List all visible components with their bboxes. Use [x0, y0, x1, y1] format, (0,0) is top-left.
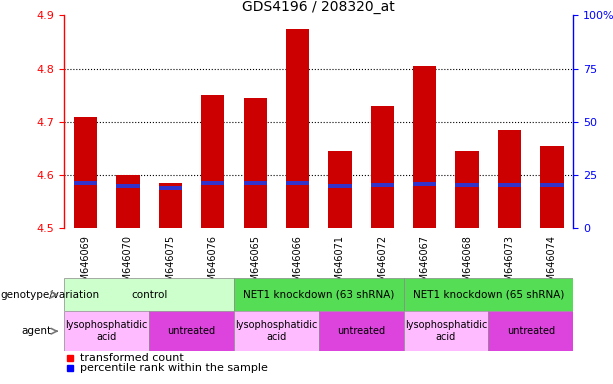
Text: untreated: untreated — [167, 326, 216, 336]
Bar — [286, 180, 309, 185]
Bar — [329, 151, 352, 228]
Text: genotype/variation: genotype/variation — [0, 290, 99, 300]
Bar — [498, 183, 521, 187]
Bar — [498, 130, 521, 228]
Bar — [159, 186, 182, 190]
Bar — [286, 29, 309, 228]
Bar — [403, 311, 489, 351]
Text: transformed count: transformed count — [80, 353, 183, 363]
Bar — [329, 184, 352, 188]
Bar — [116, 184, 140, 188]
Bar — [413, 182, 436, 186]
Bar — [243, 180, 267, 185]
Text: lysophosphatidic
acid: lysophosphatidic acid — [405, 320, 487, 342]
Bar — [116, 175, 140, 228]
Bar — [371, 183, 394, 187]
Bar — [455, 151, 479, 228]
Bar — [74, 180, 97, 185]
Bar — [243, 98, 267, 228]
Text: lysophosphatidic
acid: lysophosphatidic acid — [235, 320, 318, 342]
Bar — [540, 146, 563, 228]
Bar — [149, 311, 234, 351]
Bar — [64, 311, 149, 351]
Bar — [403, 278, 573, 311]
Bar — [371, 106, 394, 228]
Text: NET1 knockdown (65 shRNA): NET1 knockdown (65 shRNA) — [413, 290, 564, 300]
Bar — [234, 311, 319, 351]
Bar — [319, 311, 403, 351]
Bar — [159, 183, 182, 228]
Title: GDS4196 / 208320_at: GDS4196 / 208320_at — [242, 0, 395, 14]
Bar — [201, 180, 224, 185]
Bar — [413, 66, 436, 228]
Text: untreated: untreated — [507, 326, 555, 336]
Text: control: control — [131, 290, 167, 300]
Bar — [234, 278, 403, 311]
Bar — [64, 278, 234, 311]
Bar — [455, 183, 479, 187]
Text: untreated: untreated — [337, 326, 385, 336]
Text: lysophosphatidic
acid: lysophosphatidic acid — [66, 320, 148, 342]
Text: NET1 knockdown (63 shRNA): NET1 knockdown (63 shRNA) — [243, 290, 394, 300]
Bar — [540, 183, 563, 187]
Bar — [74, 117, 97, 228]
Bar — [201, 95, 224, 228]
Bar — [489, 311, 573, 351]
Text: percentile rank within the sample: percentile rank within the sample — [80, 362, 267, 373]
Text: agent: agent — [21, 326, 51, 336]
